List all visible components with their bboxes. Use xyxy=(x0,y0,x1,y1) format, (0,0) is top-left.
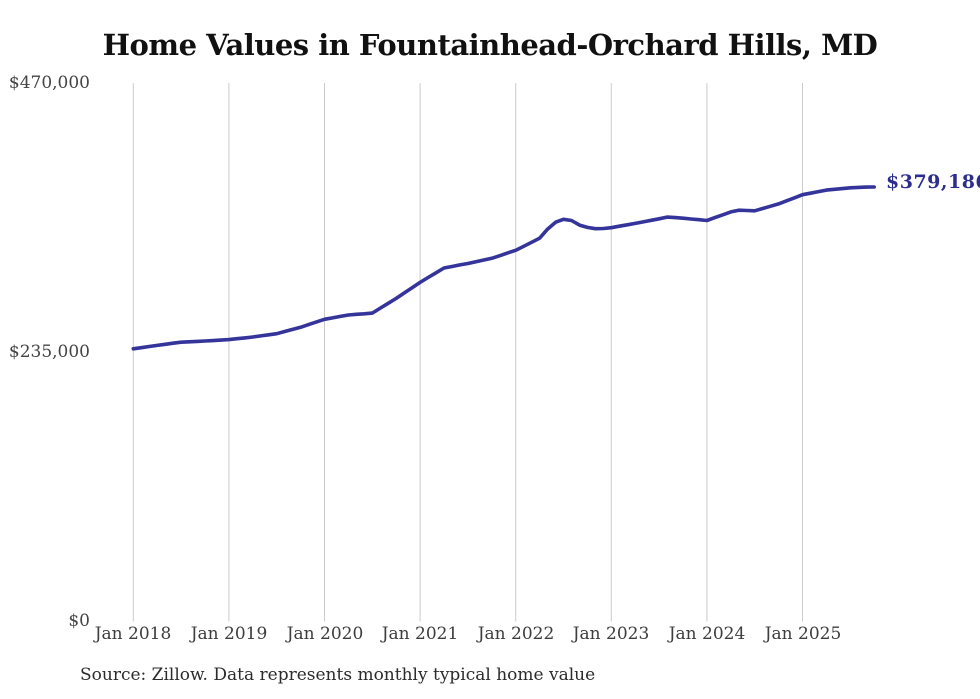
source-attribution: Source: Zillow. Data represents monthly … xyxy=(80,665,596,685)
x-tick-label: Jan 2025 xyxy=(764,624,842,644)
x-tick-label: Jan 2021 xyxy=(381,624,459,644)
x-tick-label: Jan 2019 xyxy=(190,624,268,644)
x-tick-label: Jan 2020 xyxy=(286,624,364,644)
x-tick-label: Jan 2024 xyxy=(668,624,746,644)
y-tick-label: $470,000 xyxy=(8,73,90,93)
x-tick-label: Jan 2023 xyxy=(572,624,650,644)
y-tick-label: $0 xyxy=(68,611,90,631)
y-tick-label: $235,000 xyxy=(8,342,90,362)
x-tick-label: Jan 2018 xyxy=(94,624,172,644)
home-value-line xyxy=(131,185,877,351)
chart-title: Home Values in Fountainhead-Orchard Hill… xyxy=(102,28,878,62)
x-tick-label: Jan 2022 xyxy=(477,624,555,644)
latest-value-label: $379,186 xyxy=(886,171,980,193)
